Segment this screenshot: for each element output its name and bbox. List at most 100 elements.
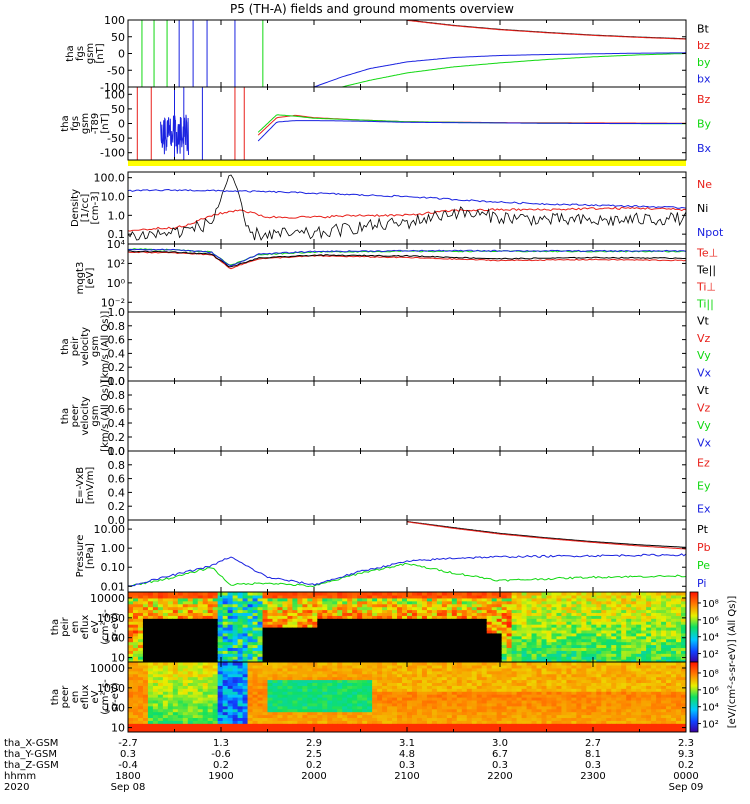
spectrogram-cell — [446, 629, 453, 634]
spectrogram-cell — [172, 659, 179, 662]
spectrogram-cell — [581, 659, 587, 662]
spectrogram-cell — [187, 615, 194, 619]
spectrogram-cell — [157, 592, 164, 596]
spectrogram-cell — [337, 659, 343, 662]
spectrogram-cell — [611, 644, 617, 649]
spectrogram-cell — [197, 647, 204, 651]
spectrogram-cell — [596, 670, 602, 675]
spectrogram-cell — [312, 705, 318, 710]
spectrogram-cell — [282, 615, 289, 619]
spectrogram-cell — [586, 711, 592, 716]
spectrogram-cell — [586, 688, 592, 692]
spectrogram-cell — [601, 592, 607, 596]
spectrogram-cell — [566, 723, 573, 727]
spectrogram-cell — [297, 699, 303, 704]
spectrogram-cell — [431, 711, 438, 716]
spectrogram-cell — [461, 664, 468, 669]
spectrogram-cell — [671, 618, 677, 622]
spectrogram-cell — [541, 612, 548, 616]
spectrogram-cell — [337, 606, 343, 611]
spectrogram-cell — [192, 673, 199, 678]
spectrogram-cell — [312, 641, 318, 646]
spectrogram-cell — [357, 629, 363, 634]
spectrogram-cell — [342, 705, 348, 710]
spectrogram-cell — [526, 694, 533, 698]
spectrogram-cell — [402, 705, 408, 710]
spectrogram-cell — [207, 647, 214, 651]
spectrogram-cell — [352, 603, 358, 608]
spectrogram-cell — [302, 627, 308, 631]
spectrogram-cell — [187, 697, 194, 701]
spectrogram-cell — [506, 685, 513, 689]
spectrogram-cell — [596, 659, 602, 662]
spectrogram-cell — [382, 627, 388, 631]
spectrogram-cell — [491, 723, 498, 727]
spectrogram-cell — [431, 644, 438, 649]
spectrogram-cell — [317, 717, 323, 721]
spectrogram-cell — [531, 632, 538, 637]
spectrogram-cell — [197, 726, 204, 730]
spectrogram-cell — [461, 682, 468, 686]
spectrogram-cell — [157, 650, 164, 654]
spectrogram-cell — [451, 685, 458, 689]
spectrogram-cell — [526, 627, 533, 631]
spectrogram-cell — [416, 594, 423, 599]
spectrogram-cell — [446, 592, 453, 596]
spectrogram-cell — [506, 726, 513, 730]
spectrogram-cell — [481, 682, 488, 686]
spectrogram-cell — [536, 612, 543, 616]
spectrogram-cell — [307, 594, 313, 599]
spectrogram-cell — [626, 656, 632, 660]
spectrogram-cell — [546, 653, 553, 657]
spectrogram-cell — [317, 708, 323, 713]
spectrogram-cell — [342, 717, 348, 721]
spectrogram-cell — [142, 699, 149, 704]
spectrogram-cell — [322, 705, 328, 710]
spectrogram-cell — [646, 624, 652, 628]
spectrogram-cell — [561, 667, 568, 672]
spectrogram-cell — [162, 621, 169, 625]
spectrogram-cell — [137, 597, 144, 602]
spectrogram-cell — [222, 726, 229, 730]
spectrogram-cell — [421, 597, 428, 602]
spectrogram-cell — [397, 644, 403, 649]
spectrogram-cell — [162, 609, 169, 614]
spectrogram-cell — [566, 682, 573, 686]
spectrogram-cell — [621, 618, 627, 622]
spectrogram-cell — [646, 603, 652, 608]
spectrogram-cell — [476, 635, 483, 640]
spectrogram-cell — [377, 635, 383, 640]
spectrogram-cell — [441, 647, 448, 651]
spectrogram-cell — [451, 708, 458, 713]
spectrogram-cell — [232, 664, 239, 669]
spectrogram-cell — [247, 717, 254, 721]
spectrogram-cell — [541, 723, 548, 727]
spectrogram-cell — [192, 659, 199, 662]
spectrogram-cell — [451, 615, 458, 619]
spectrogram-cell — [581, 667, 587, 672]
spectrogram-cell — [421, 629, 428, 634]
spectrogram-cell — [407, 679, 413, 684]
spectrogram-cell — [561, 600, 568, 605]
spectrogram-cell — [357, 597, 363, 602]
spectrogram-cell — [232, 609, 239, 614]
spectrogram-cell — [441, 667, 448, 672]
spectrogram-cell — [257, 714, 264, 719]
spectrogram-cell — [337, 621, 343, 625]
spectrogram-cell — [461, 600, 468, 605]
spectrogram-cell — [402, 612, 408, 616]
spectrogram-cell — [516, 694, 523, 698]
spectrogram-cell — [307, 656, 313, 660]
spectrogram-cell — [561, 647, 568, 651]
spectrogram-cell — [197, 729, 204, 732]
spectrogram-cell — [596, 676, 602, 681]
spectrogram-cell — [601, 635, 607, 640]
spectrogram-cell — [407, 682, 413, 686]
spectrogram-cell — [431, 670, 438, 675]
spectrogram-cell — [247, 600, 254, 605]
spectrogram-cell — [372, 627, 378, 631]
spectrogram-cell — [426, 641, 433, 646]
spectrogram-cell — [217, 723, 224, 727]
spectrogram-cell — [337, 711, 343, 716]
spectrogram-cell — [287, 670, 294, 675]
